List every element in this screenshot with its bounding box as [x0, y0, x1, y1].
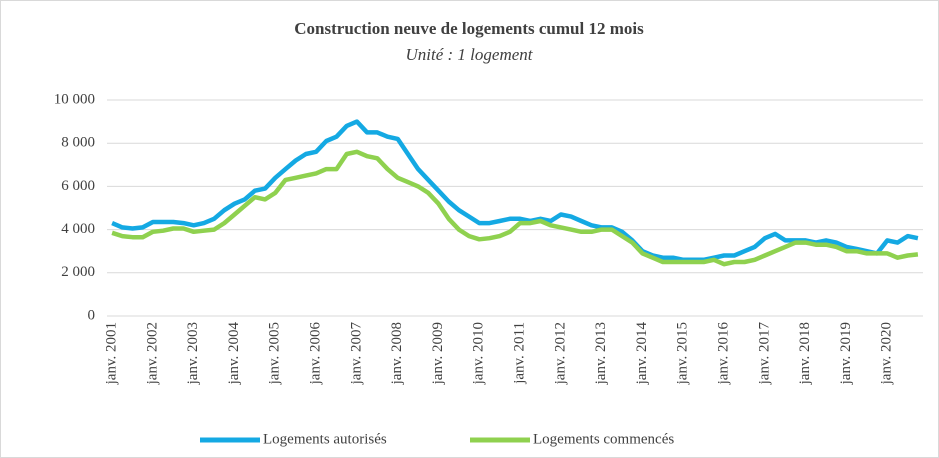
x-tick-label: janv. 2006 — [308, 322, 324, 386]
chart-subtitle: Unité : 1 logement — [406, 45, 534, 64]
x-tick-label: janv. 2004 — [226, 322, 242, 386]
y-tick-label: 0 — [88, 307, 96, 323]
x-tick-label: janv. 2017 — [756, 322, 772, 386]
x-tick-label: janv. 2002 — [144, 322, 160, 385]
y-tick-label: 8 000 — [61, 135, 95, 151]
series-line — [111, 119, 919, 263]
x-tick-label: janv. 2009 — [430, 322, 446, 385]
x-tick-label: janv. 2013 — [593, 322, 609, 385]
chart-title: Construction neuve de logements cumul 12… — [294, 19, 644, 38]
x-tick-label: janv. 2011 — [512, 322, 528, 385]
x-tick-label: janv. 2015 — [675, 322, 691, 385]
y-tick-label: 2 000 — [61, 264, 95, 280]
series-line — [111, 149, 919, 267]
x-tick-label: janv. 2018 — [797, 322, 813, 385]
x-tick-label: janv. 2003 — [185, 322, 201, 385]
x-tick-label: janv. 2020 — [879, 322, 895, 385]
x-tick-label: janv. 2014 — [634, 322, 650, 386]
x-tick-label: janv. 2010 — [471, 322, 487, 385]
y-tick-label: 10 000 — [54, 91, 95, 107]
legend-label: Logements autorisés — [263, 431, 387, 447]
x-tick-label: janv. 2019 — [838, 322, 854, 385]
legend-label: Logements commencés — [533, 431, 674, 447]
x-tick-label: janv. 2005 — [267, 322, 283, 385]
y-tick-label: 6 000 — [61, 178, 95, 194]
x-tick-label: janv. 2012 — [552, 322, 568, 385]
x-tick-label: janv. 2016 — [716, 322, 732, 386]
y-tick-label: 4 000 — [61, 221, 95, 237]
x-tick-label: janv. 2008 — [389, 322, 405, 385]
x-tick-label: janv. 2001 — [104, 322, 120, 385]
x-tick-label: janv. 2007 — [348, 322, 364, 386]
